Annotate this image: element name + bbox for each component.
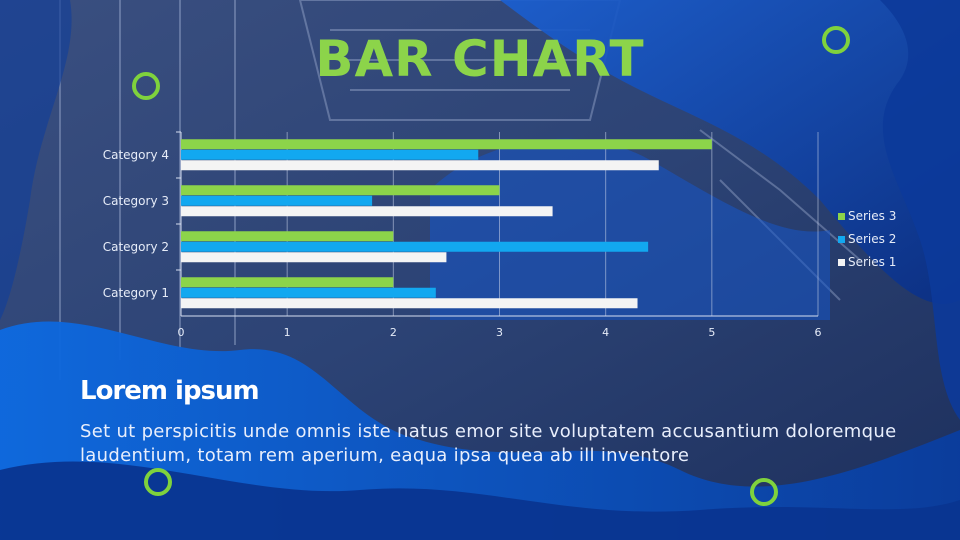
y-tick-label-3: Category 3 [103,194,169,208]
body-paragraph: Set ut perspicitis unde omnis iste natus… [80,421,897,466]
bar-series-2-category-2 [181,241,649,252]
bar-series-2-category-1 [181,287,436,298]
x-tick-label-3: 3 [496,326,503,339]
x-tick-label-5: 5 [708,326,715,339]
bar-series-1-category-2 [181,252,447,263]
blue-wave-top-right [500,0,960,304]
bar-series-1-category-1 [181,298,638,309]
bar-series-1-category-3 [181,206,553,217]
bar-series-2-category-4 [181,149,479,160]
blue-wave-right-edge [880,0,960,420]
y-tick-label-2: Category 2 [103,240,169,254]
green-ring-bottom-right [750,478,778,506]
blue-wave-bottom-deep [0,461,960,540]
legend-label-2: Series 2 [848,232,896,246]
x-tick-label-1: 1 [284,326,291,339]
green-ring-top-left [132,72,160,100]
legend-swatch-1 [838,259,845,266]
y-tick-label-4: Category 4 [103,148,169,162]
x-tick-label-4: 4 [602,326,609,339]
bar-series-3-category-1 [181,277,394,288]
x-tick-label-2: 2 [390,326,397,339]
y-tick-label-1: Category 1 [103,286,169,300]
bar-series-1-category-4 [181,160,659,171]
x-tick-label-0: 0 [178,326,185,339]
bar-series-2-category-3 [181,195,373,206]
slide-title: BAR CHART [315,30,645,88]
section-heading: Lorem ipsum [80,376,260,406]
blue-wave-left-top [0,0,72,320]
legend-label-3: Series 3 [848,209,896,223]
legend-label-1: Series 1 [848,255,896,269]
green-ring-bottom-left [144,468,172,496]
legend-swatch-2 [838,236,845,243]
bar-series-3-category-2 [181,231,394,242]
bar-series-3-category-4 [181,139,712,150]
green-ring-top-right [822,26,850,54]
legend-swatch-3 [838,213,845,220]
blue-wave-center [430,138,830,320]
bar-series-3-category-3 [181,185,500,196]
x-tick-label-6: 6 [815,326,822,339]
